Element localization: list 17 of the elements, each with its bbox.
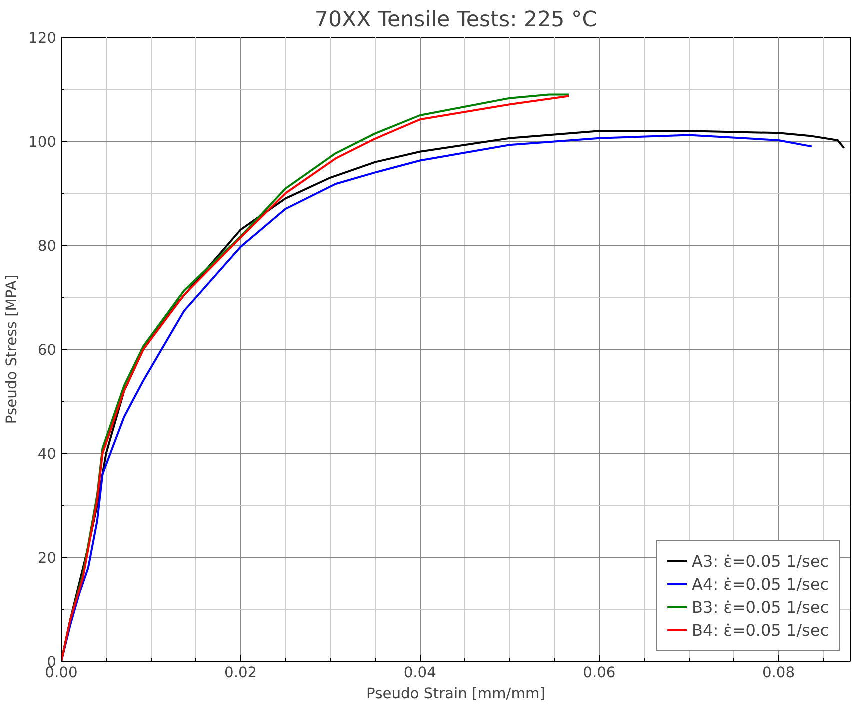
x-tick-label: 0.08 [762, 664, 796, 682]
y-axis-title: Pseudo Stress [MPA] [4, 274, 21, 424]
x-tick-label: 0.06 [583, 664, 616, 682]
x-tick-label: 0.02 [224, 664, 258, 682]
legend-label: A3: ε̇=0.05 1/sec [692, 552, 829, 570]
legend-label: A4: ε̇=0.05 1/sec [692, 574, 829, 594]
y-tick-label: 40 [38, 446, 57, 463]
y-tick-label: 80 [38, 238, 57, 255]
legend-label: B4: ε̇=0.05 1/sec [692, 620, 829, 640]
y-tick-label: 120 [28, 30, 57, 47]
y-tick-label: 100 [28, 134, 57, 151]
y-tick-label: 20 [38, 550, 57, 567]
x-tick-label: 0.04 [404, 664, 436, 682]
chart-title: 70XX Tensile Tests: 225 °C [314, 8, 598, 32]
y-tick-label: 60 [38, 342, 57, 359]
x-axis-title: Pseudo Strain [mm/mm] [366, 686, 546, 702]
legend-label: B3: ε̇=0.05 1/sec [692, 598, 829, 616]
